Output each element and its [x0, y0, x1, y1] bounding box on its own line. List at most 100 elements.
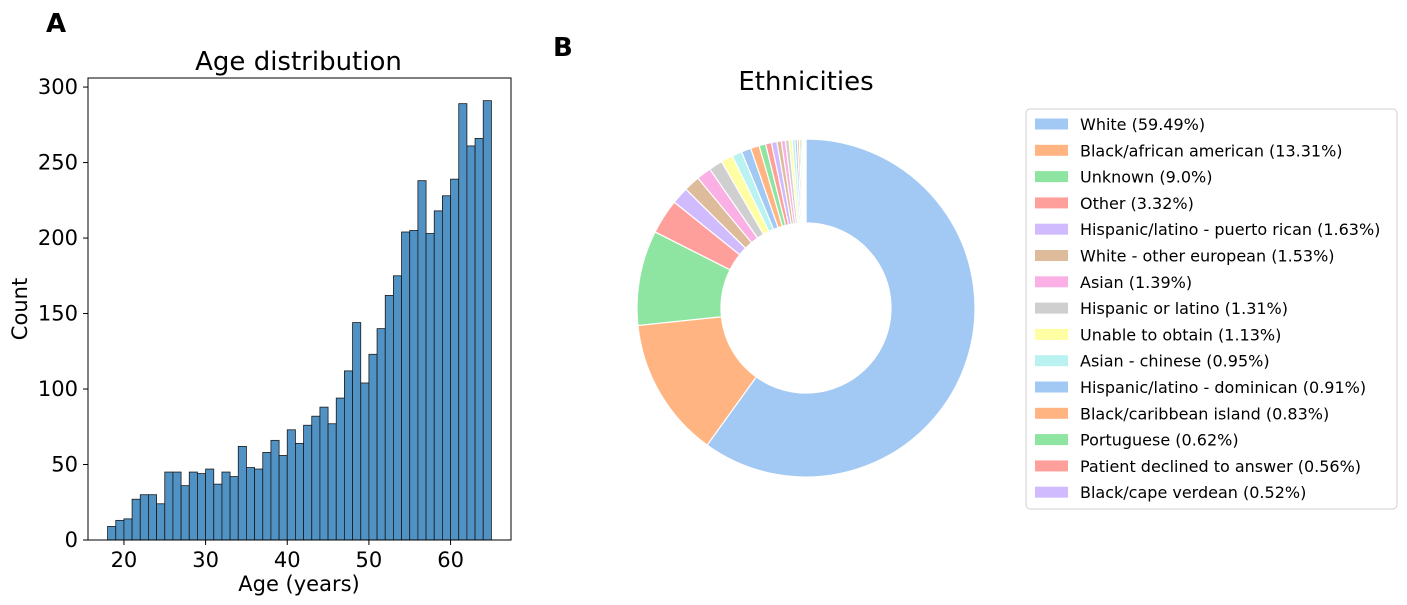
histogram-bar: [401, 231, 411, 541]
legend-label: Black/caribbean island (0.83%): [1080, 404, 1329, 423]
histogram-bar: [376, 328, 386, 541]
legend-label: Asian - chinese (0.95%): [1080, 352, 1270, 371]
histogram-bar: [123, 518, 133, 541]
histogram-bar: [221, 471, 231, 541]
donut-slice: [706, 138, 976, 478]
histogram-bar: [107, 526, 117, 541]
panel-a: A Age distribution 0 50 100 150 200 250 300 20…: [8, 9, 512, 596]
x-tick-label: 30: [192, 548, 219, 572]
histogram-bar: [303, 424, 313, 541]
donut-chart: [636, 138, 976, 478]
histogram-bar: [384, 295, 394, 541]
histogram-bar: [352, 322, 362, 541]
histogram-bar: [286, 429, 296, 541]
legend-swatch: [1035, 486, 1068, 498]
histogram-bar: [368, 353, 378, 541]
panel-a-letter: A: [46, 9, 66, 39]
legend-frame: [1025, 108, 1398, 510]
x-tick-label: 50: [356, 548, 383, 572]
legend-label: Portuguese (0.62%): [1080, 431, 1239, 450]
legend-swatch: [1035, 407, 1068, 419]
x-tick-label: 20: [111, 548, 138, 572]
legend: White (59.49%) Black/african american (13…: [1025, 108, 1398, 510]
legend-label: Unable to obtain (1.13%): [1080, 325, 1281, 344]
y-tick-label: 250: [38, 151, 78, 175]
legend-label: Unknown (9.0%): [1080, 168, 1213, 187]
panel-b: B Ethnicities White (59.49%) Black/africa…: [553, 33, 1398, 510]
histogram-axes-frame: [87, 77, 512, 541]
histogram-bar: [262, 452, 272, 541]
histogram-bar: [458, 103, 468, 541]
legend-label: Other (3.32%): [1080, 194, 1194, 213]
donut-title: Ethnicities: [738, 67, 873, 97]
y-tick-label: 50: [51, 453, 78, 477]
panel-b-letter: B: [553, 33, 573, 63]
histogram-bar: [148, 494, 157, 541]
legend-label: Black/cape verdean (0.52%): [1080, 483, 1306, 502]
legend-label: Black/african american (13.31%): [1080, 141, 1343, 160]
histogram-bar: [433, 210, 443, 541]
histogram-bar: [115, 519, 125, 541]
legend-label: Asian (1.39%): [1080, 273, 1192, 292]
donut-slice: [804, 138, 807, 224]
legend-swatch: [1035, 328, 1068, 340]
histogram-bar: [311, 415, 321, 541]
histogram-bar: [131, 498, 141, 541]
y-tick-label: 0: [65, 528, 78, 552]
histogram-bar: [425, 233, 435, 541]
x-axis-label: Age (years): [238, 572, 359, 596]
histogram-bar: [327, 423, 337, 541]
legend-swatch: [1035, 250, 1068, 261]
legend-swatch: [1035, 197, 1068, 209]
legend-swatch: [1035, 355, 1068, 367]
x-axis-ticks: 20 30 40 50 60: [111, 540, 464, 572]
histogram-bar: [188, 471, 198, 541]
histogram-bar: [466, 145, 476, 541]
y-tick-label: 300: [38, 75, 78, 99]
legend-swatch: [1035, 276, 1068, 288]
histogram-bar: [482, 100, 492, 541]
histogram-bar: [474, 137, 484, 541]
histogram-bar: [442, 195, 451, 541]
legend-label: Hispanic or latino (1.31%): [1080, 299, 1288, 318]
histogram-bar: [205, 468, 215, 541]
legend-label: Hispanic/latino - puerto rican (1.63%): [1080, 220, 1380, 239]
legend-swatch: [1035, 381, 1068, 393]
legend-label: White - other european (1.53%): [1080, 247, 1335, 266]
legend-label: White (59.49%): [1080, 115, 1205, 134]
histogram-bar: [393, 275, 402, 541]
legend-swatch: [1035, 144, 1068, 156]
histogram-bar: [360, 382, 370, 541]
legend-label: Hispanic/latino - dominican (0.91%): [1080, 378, 1366, 397]
y-tick-label: 200: [38, 226, 78, 250]
y-axis-ticks: 0 50 100 150 200 250 300: [38, 75, 88, 552]
y-axis-label: Count: [8, 278, 32, 340]
histogram-bar: [254, 468, 264, 541]
x-tick-label: 40: [274, 548, 301, 572]
histogram-bar: [417, 180, 427, 541]
legend-swatch: [1035, 434, 1068, 446]
histogram-bar: [213, 483, 223, 541]
histogram-bar: [172, 471, 182, 541]
histogram-bar: [180, 485, 190, 541]
y-tick-label: 100: [38, 377, 78, 401]
histogram-bar: [270, 439, 280, 541]
legend-swatch: [1035, 302, 1068, 314]
histogram-bar: [319, 406, 329, 541]
histogram-bar: [156, 503, 166, 541]
legend-swatch: [1035, 171, 1068, 183]
y-tick-label: 150: [38, 302, 78, 326]
histogram-bar: [164, 471, 174, 541]
histogram-bar: [335, 397, 345, 541]
histogram-title: Age distribution: [195, 47, 402, 77]
histogram-bar: [450, 178, 460, 541]
histogram-bar: [344, 370, 353, 541]
legend-swatch: [1035, 223, 1068, 235]
x-tick-label: 60: [437, 548, 464, 572]
histogram-bar: [229, 476, 239, 541]
histogram-bar: [237, 445, 247, 541]
histogram-bar: [197, 473, 206, 541]
legend-label: Patient declined to answer (0.56%): [1080, 457, 1361, 476]
legend-items: White (59.49%) Black/african american (13…: [1035, 115, 1380, 502]
